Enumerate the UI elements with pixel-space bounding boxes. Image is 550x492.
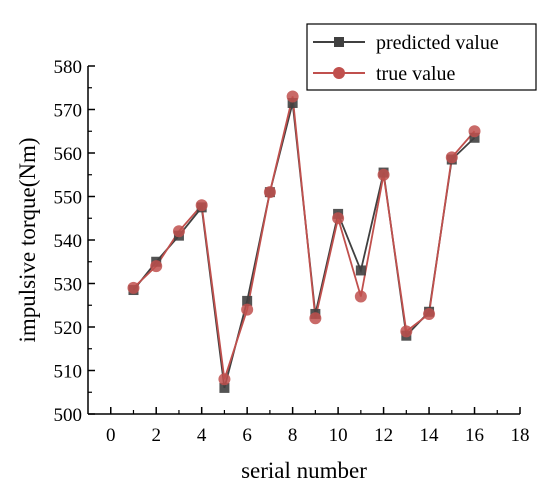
data-point-true [468, 125, 481, 138]
x-tick-label: 10 [329, 425, 348, 446]
y-tick-label: 560 [54, 144, 83, 165]
legend-box [306, 23, 537, 91]
data-point-true [172, 225, 185, 238]
data-point-true [377, 168, 390, 181]
series-line-1 [132, 96, 476, 380]
legend: predicted value true value [306, 23, 537, 91]
y-axis-title: impulsive torque(Nm) [15, 137, 40, 342]
x-axis-title: serial number [241, 458, 367, 483]
y-tick-label: 500 [54, 405, 83, 426]
x-tick-label: 2 [151, 425, 161, 446]
data-point-predicted [355, 265, 366, 276]
data-point-true [423, 307, 436, 320]
x-tick-label: 12 [374, 425, 393, 446]
data-point-predicted [287, 97, 298, 108]
data-point-true [286, 90, 299, 103]
data-point-true [309, 312, 322, 325]
data-point-true [400, 325, 413, 338]
y-tick-label: 510 [54, 362, 83, 383]
legend-label-predicted: predicted value [376, 32, 499, 54]
plot-area [87, 66, 520, 415]
data-point-true [445, 151, 458, 164]
x-tick-label: 8 [288, 425, 298, 446]
x-axis-ticks: 0 2 4 6 8 10 12 14 16 18 [106, 407, 530, 446]
legend-marker-true [333, 67, 345, 79]
x-tick-label: 16 [465, 425, 484, 446]
x-tick-label: 14 [420, 425, 440, 446]
data-point-true [263, 186, 276, 199]
data-point-true [127, 281, 140, 294]
y-axis-ticks: 500 510 520 530 540 550 560 570 580 [54, 57, 95, 426]
legend-label-true: true value [376, 63, 456, 85]
x-tick-label: 0 [106, 425, 116, 446]
data-point-predicted [242, 295, 253, 306]
y-tick-label: 520 [54, 318, 83, 339]
x-tick-label: 18 [511, 425, 530, 446]
y-tick-label: 570 [54, 101, 83, 122]
data-point-true [150, 260, 163, 273]
data-point-true [218, 373, 231, 386]
data-point-true [354, 290, 367, 303]
x-tick-label: 6 [242, 425, 252, 446]
y-tick-label: 580 [54, 57, 83, 78]
data-point-true [195, 199, 208, 212]
data-point-predicted [469, 132, 480, 143]
y-tick-label: 530 [54, 275, 83, 296]
data-point-true [332, 212, 345, 225]
x-tick-label: 4 [197, 425, 207, 446]
y-tick-label: 550 [54, 188, 83, 209]
data-point-predicted [219, 382, 230, 393]
series-layer [127, 90, 481, 393]
y-tick-label: 540 [54, 231, 83, 252]
legend-marker-predicted [334, 37, 344, 47]
series-line-0 [132, 102, 476, 389]
data-point-true [241, 303, 254, 316]
